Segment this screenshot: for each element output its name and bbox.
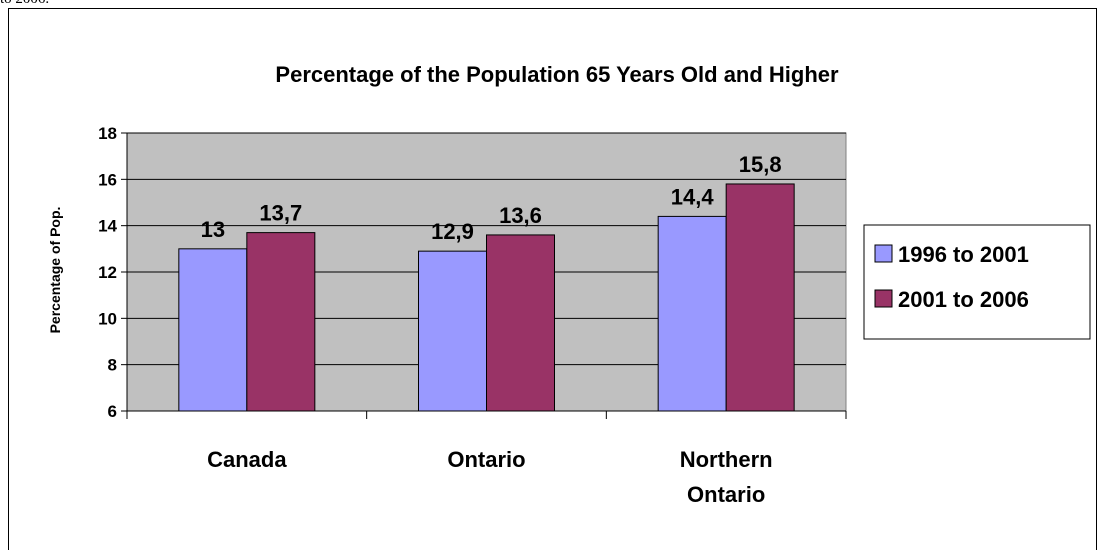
data-label: 15,8 (739, 152, 782, 177)
y-tick-label: 6 (108, 402, 117, 421)
legend-swatch (874, 244, 893, 263)
y-tick-label: 12 (98, 263, 117, 282)
legend-label: 2001 to 2006 (898, 287, 1029, 312)
y-tick-label: 16 (98, 170, 117, 189)
y-tick-label: 8 (108, 356, 117, 375)
y-axis-label: Percentage of Pop. (47, 207, 63, 334)
x-tick-label: Ontario (447, 447, 525, 472)
plot-area: 6 8 10 12 14 16 18 13 13,7 Canada 12,9 13,6 Ontario 1… (98, 124, 847, 507)
legend: 1996 to 2001 2001 to 2006 (863, 224, 1091, 340)
bar (418, 250, 487, 412)
data-label: 13 (201, 217, 225, 242)
bar (178, 248, 248, 412)
legend-label: 1996 to 2001 (898, 242, 1029, 267)
bar (657, 215, 727, 412)
y-tick-label: 10 (98, 309, 117, 328)
y-tick-label: 14 (98, 217, 117, 236)
y-tick-label: 18 (98, 124, 117, 143)
legend-swatch (874, 289, 893, 308)
bar (246, 232, 316, 412)
data-label: 13,7 (259, 201, 302, 226)
data-label: 12,9 (431, 219, 474, 244)
bar (486, 234, 555, 412)
chart-title: Percentage of the Population 65 Years Ol… (275, 62, 839, 87)
legend-box (863, 224, 1091, 340)
data-label: 14,4 (671, 184, 715, 209)
x-tick-label: Northern Ontario (680, 447, 773, 507)
x-tick-label: Canada (207, 447, 287, 472)
page-header-text: to 2006. (0, 0, 49, 8)
data-label: 13,6 (499, 203, 542, 228)
bar (725, 183, 795, 412)
